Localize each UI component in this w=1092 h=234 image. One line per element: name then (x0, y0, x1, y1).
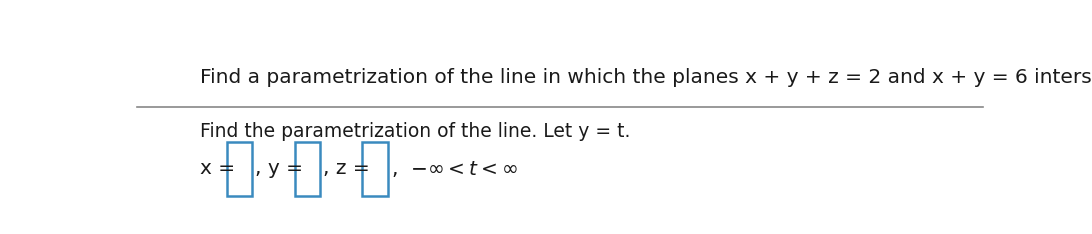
Text: ,  $-\infty < t < \infty$: , $-\infty < t < \infty$ (391, 159, 518, 179)
Text: x =: x = (200, 159, 241, 178)
Text: Find a parametrization of the line in which the planes x + y + z = 2 and x + y =: Find a parametrization of the line in wh… (200, 68, 1092, 87)
Bar (363, 142, 388, 196)
Bar (295, 142, 320, 196)
Text: , y =: , y = (256, 159, 309, 178)
Text: , z =: , z = (323, 159, 376, 178)
Text: Find the parametrization of the line. Let y = t.: Find the parametrization of the line. Le… (200, 122, 630, 141)
Bar (227, 142, 252, 196)
